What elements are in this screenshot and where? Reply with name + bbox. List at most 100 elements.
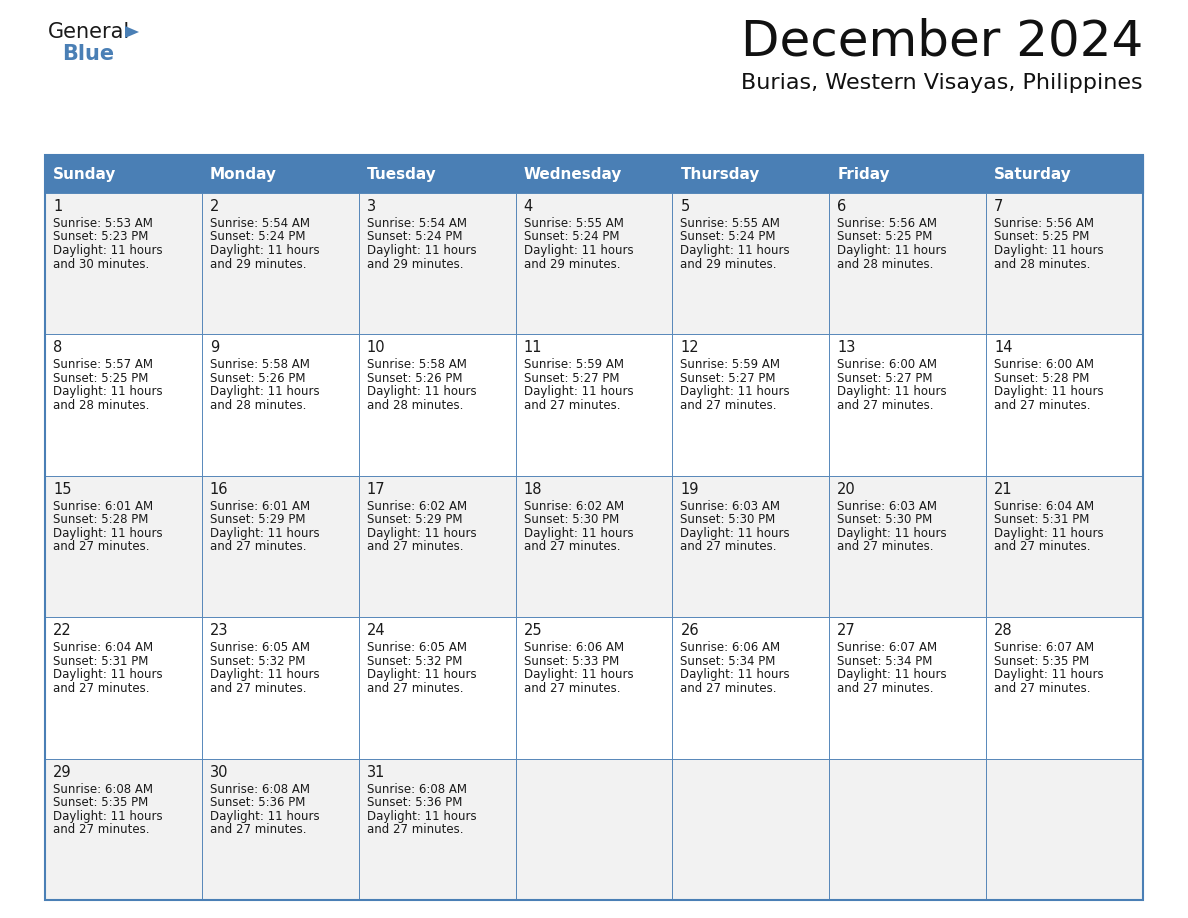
Text: Sunrise: 5:55 AM: Sunrise: 5:55 AM [524,217,624,230]
Text: and 27 minutes.: and 27 minutes. [210,682,307,695]
Bar [45,193,202,334]
Text: Saturday: Saturday [994,166,1072,182]
Text: Daylight: 11 hours: Daylight: 11 hours [210,244,320,257]
Bar [359,334,516,476]
Bar [672,476,829,617]
Text: Burias, Western Visayas, Philippines: Burias, Western Visayas, Philippines [741,73,1143,93]
Text: Daylight: 11 hours: Daylight: 11 hours [210,386,320,398]
Text: 17: 17 [367,482,385,497]
Text: and 30 minutes.: and 30 minutes. [53,258,150,271]
Bar [829,334,986,476]
Text: 21: 21 [994,482,1012,497]
Bar [986,193,1143,334]
Bar [359,758,516,900]
Text: Sunset: 5:26 PM: Sunset: 5:26 PM [210,372,305,385]
Text: and 29 minutes.: and 29 minutes. [210,258,307,271]
Bar [202,155,359,193]
Text: and 27 minutes.: and 27 minutes. [367,541,463,554]
Text: Sunset: 5:24 PM: Sunset: 5:24 PM [210,230,305,243]
Text: 20: 20 [838,482,857,497]
Text: Daylight: 11 hours: Daylight: 11 hours [838,527,947,540]
Text: and 27 minutes.: and 27 minutes. [53,823,150,836]
Bar [829,758,986,900]
Text: and 27 minutes.: and 27 minutes. [53,682,150,695]
Text: Sunset: 5:26 PM: Sunset: 5:26 PM [367,372,462,385]
Text: Monday: Monday [210,166,277,182]
Text: Sunset: 5:29 PM: Sunset: 5:29 PM [367,513,462,526]
Text: Daylight: 11 hours: Daylight: 11 hours [53,527,163,540]
Text: Sunrise: 5:54 AM: Sunrise: 5:54 AM [210,217,310,230]
Text: and 27 minutes.: and 27 minutes. [681,541,777,554]
Text: Sunrise: 6:01 AM: Sunrise: 6:01 AM [53,499,153,513]
Text: Sunrise: 5:55 AM: Sunrise: 5:55 AM [681,217,781,230]
Bar [516,476,672,617]
Text: 2: 2 [210,199,220,214]
Text: Sunrise: 6:04 AM: Sunrise: 6:04 AM [994,499,1094,513]
Text: Sunrise: 5:59 AM: Sunrise: 5:59 AM [681,358,781,372]
Text: Sunset: 5:30 PM: Sunset: 5:30 PM [681,513,776,526]
Text: and 27 minutes.: and 27 minutes. [524,541,620,554]
Text: Sunday: Sunday [53,166,116,182]
Text: Sunrise: 5:58 AM: Sunrise: 5:58 AM [367,358,467,372]
Text: Sunset: 5:33 PM: Sunset: 5:33 PM [524,655,619,667]
Text: and 27 minutes.: and 27 minutes. [681,399,777,412]
Text: Daylight: 11 hours: Daylight: 11 hours [838,668,947,681]
Text: 28: 28 [994,623,1012,638]
Text: Sunset: 5:35 PM: Sunset: 5:35 PM [994,655,1089,667]
Text: Sunrise: 6:04 AM: Sunrise: 6:04 AM [53,641,153,655]
Text: 19: 19 [681,482,699,497]
Bar [516,334,672,476]
Text: and 27 minutes.: and 27 minutes. [367,823,463,836]
Text: 5: 5 [681,199,690,214]
Text: Daylight: 11 hours: Daylight: 11 hours [994,244,1104,257]
Text: Daylight: 11 hours: Daylight: 11 hours [524,527,633,540]
Text: and 27 minutes.: and 27 minutes. [210,823,307,836]
Bar [45,476,202,617]
Bar [45,155,202,193]
Bar [202,476,359,617]
Text: and 28 minutes.: and 28 minutes. [367,399,463,412]
Text: Sunrise: 5:56 AM: Sunrise: 5:56 AM [994,217,1094,230]
Text: Friday: Friday [838,166,890,182]
Bar [359,617,516,758]
Text: Sunset: 5:27 PM: Sunset: 5:27 PM [681,372,776,385]
Text: and 27 minutes.: and 27 minutes. [681,682,777,695]
Text: Daylight: 11 hours: Daylight: 11 hours [838,386,947,398]
Text: 25: 25 [524,623,542,638]
Bar [516,617,672,758]
Text: and 29 minutes.: and 29 minutes. [367,258,463,271]
Text: Tuesday: Tuesday [367,166,436,182]
Text: Sunrise: 6:06 AM: Sunrise: 6:06 AM [524,641,624,655]
Text: 15: 15 [53,482,71,497]
Text: December 2024: December 2024 [741,18,1143,66]
Text: 18: 18 [524,482,542,497]
Text: and 27 minutes.: and 27 minutes. [524,399,620,412]
Text: 26: 26 [681,623,699,638]
Text: 27: 27 [838,623,857,638]
Text: 24: 24 [367,623,385,638]
Text: Sunset: 5:25 PM: Sunset: 5:25 PM [53,372,148,385]
Text: Sunset: 5:29 PM: Sunset: 5:29 PM [210,513,305,526]
Text: Sunrise: 6:07 AM: Sunrise: 6:07 AM [838,641,937,655]
Bar [202,193,359,334]
Text: and 29 minutes.: and 29 minutes. [681,258,777,271]
Text: Sunset: 5:25 PM: Sunset: 5:25 PM [994,230,1089,243]
Text: Sunrise: 6:00 AM: Sunrise: 6:00 AM [838,358,937,372]
Text: Sunrise: 5:54 AM: Sunrise: 5:54 AM [367,217,467,230]
Text: Sunset: 5:27 PM: Sunset: 5:27 PM [524,372,619,385]
Text: 12: 12 [681,341,699,355]
Text: Sunset: 5:24 PM: Sunset: 5:24 PM [367,230,462,243]
Text: Sunset: 5:30 PM: Sunset: 5:30 PM [524,513,619,526]
Text: Sunrise: 6:06 AM: Sunrise: 6:06 AM [681,641,781,655]
Bar [672,334,829,476]
Text: Sunset: 5:27 PM: Sunset: 5:27 PM [838,372,933,385]
Text: Sunrise: 6:08 AM: Sunrise: 6:08 AM [367,783,467,796]
Text: Daylight: 11 hours: Daylight: 11 hours [994,668,1104,681]
Text: 30: 30 [210,765,228,779]
Bar [202,617,359,758]
Text: Daylight: 11 hours: Daylight: 11 hours [524,244,633,257]
Text: and 27 minutes.: and 27 minutes. [838,399,934,412]
Text: Sunrise: 5:53 AM: Sunrise: 5:53 AM [53,217,153,230]
Text: Sunrise: 6:00 AM: Sunrise: 6:00 AM [994,358,1094,372]
Bar [829,155,986,193]
